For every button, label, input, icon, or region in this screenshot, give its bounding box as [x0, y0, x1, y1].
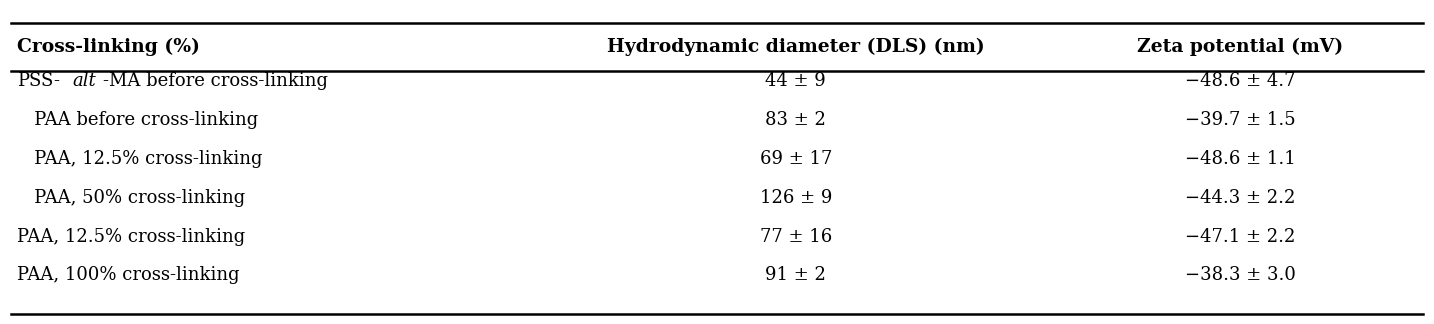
Text: −47.1 ± 2.2: −47.1 ± 2.2 [1186, 227, 1295, 246]
Text: -MA before cross-linking: -MA before cross-linking [103, 72, 328, 90]
Text: −39.7 ± 1.5: −39.7 ± 1.5 [1184, 111, 1296, 129]
Text: Cross-linking (%): Cross-linking (%) [17, 38, 201, 56]
Text: 126 ± 9: 126 ± 9 [760, 189, 832, 207]
Text: −38.3 ± 3.0: −38.3 ± 3.0 [1184, 266, 1296, 284]
Text: −48.6 ± 1.1: −48.6 ± 1.1 [1184, 150, 1296, 168]
Text: PAA, 12.5% cross-linking: PAA, 12.5% cross-linking [17, 150, 262, 168]
Text: alt: alt [73, 72, 96, 90]
Text: PAA, 100% cross-linking: PAA, 100% cross-linking [17, 266, 239, 284]
Text: 44 ± 9: 44 ± 9 [766, 72, 826, 90]
Text: 69 ± 17: 69 ± 17 [760, 150, 832, 168]
Text: PAA, 12.5% cross-linking: PAA, 12.5% cross-linking [17, 227, 245, 246]
Text: 91 ± 2: 91 ± 2 [766, 266, 826, 284]
Text: Hydrodynamic diameter (DLS) (nm): Hydrodynamic diameter (DLS) (nm) [607, 38, 985, 56]
Text: Zeta potential (mV): Zeta potential (mV) [1137, 38, 1344, 56]
Text: PAA before cross-linking: PAA before cross-linking [17, 111, 258, 129]
Text: −48.6 ± 4.7: −48.6 ± 4.7 [1184, 72, 1296, 90]
Text: −44.3 ± 2.2: −44.3 ± 2.2 [1186, 189, 1295, 207]
Text: 83 ± 2: 83 ± 2 [766, 111, 826, 129]
Text: PAA, 50% cross-linking: PAA, 50% cross-linking [17, 189, 245, 207]
Text: 77 ± 16: 77 ± 16 [760, 227, 832, 246]
Text: PSS-: PSS- [17, 72, 60, 90]
